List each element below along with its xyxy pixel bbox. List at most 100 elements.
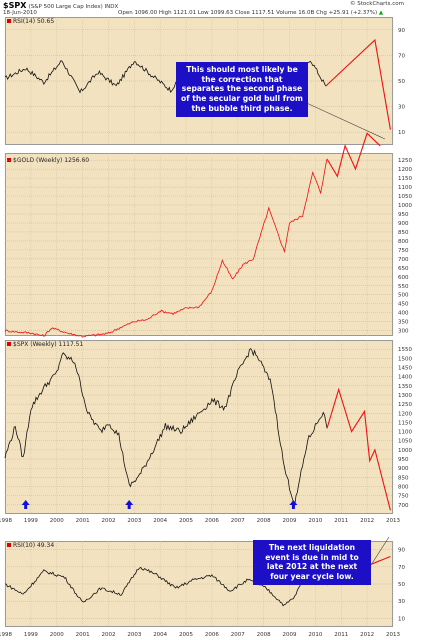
gold-y-tick-label: 600 [398,275,409,281]
spx-label: $SPX (Weekly) 1117.51 [7,341,83,348]
spx-y-tick-label: 1250 [398,402,412,408]
gold-y-tick-label: 450 [398,302,409,308]
gold-y-tick-label: 900 [398,221,409,227]
spx-y-tick-label: 850 [398,475,409,481]
x-axis-tick-label: 2007 [230,632,245,638]
symbol-description: (S&P 500 Large Cap Index) INDX [28,4,119,10]
top-annotation: This should most likely be the correctio… [176,62,308,117]
x-axis-tick-label: 2006 [204,518,219,524]
gold-y-tick-label: 400 [398,311,409,317]
gold-y-tick-label: 1200 [398,167,412,173]
gold-y-tick-label: 300 [398,329,409,335]
x-axis-tick-label: 2005 [179,518,194,524]
gold-y-tick-label: 550 [398,284,409,290]
spx-series-line [4,348,328,507]
gold-label-text: $GOLD (Weekly) 1256.60 [13,157,90,164]
gold-y-tick-label: 1250 [398,158,412,164]
bottom-annotation-pointer [370,536,390,566]
gold-y-tick-label: 500 [398,293,409,299]
spx-panel [5,340,393,514]
quote-text: Open 1096.00 High 1121.01 Low 1099.63 Cl… [118,10,378,16]
rsi-top-y-tick-label: 30 [398,105,405,111]
legend-swatch-icon [7,19,11,23]
spx-y-tick-label: 1350 [398,384,412,390]
x-axis-tick-label: 2007 [230,518,245,524]
x-axis-tick-label: 2000 [49,632,64,638]
x-axis-tick-label: 2010 [308,632,323,638]
x-axis-tick-label: 2010 [308,518,323,524]
gold-series-line [4,158,328,338]
spx-y-tick-label: 900 [398,466,409,472]
top-annotation-pointer [299,99,386,140]
spx-y-tick-label: 1550 [398,347,412,353]
x-axis-tick-label: 2002 [101,632,116,638]
x-axis-tick-label: 2009 [282,518,297,524]
gold-y-tick-label: 1150 [398,176,412,182]
source-credit: © StockCharts.com [350,1,404,7]
gold-y-tick-label: 750 [398,248,409,254]
legend-swatch-icon [7,342,11,346]
gold-y-tick-label: 850 [398,230,409,236]
x-axis-tick-label: 2004 [153,632,168,638]
x-axis-tick-label: 2013 [386,518,400,524]
gold-y-tick-label: 1000 [398,203,412,209]
rsi-bottom-y-tick-label: 70 [398,565,405,571]
rsi-top-y-tick-label: 50 [398,79,405,85]
gold-projection-line [326,132,381,178]
rsi-bottom-y-tick-label: 50 [398,582,405,588]
gold-y-tick-label: 350 [398,320,409,326]
rsi-top-projection-line [325,38,391,130]
rsi-top-label-text: RSI(14) 50.65 [13,18,55,25]
spx-y-tick-label: 950 [398,457,409,463]
up-arrow-icon: ▲ [378,10,384,16]
rsi-bottom-y-tick-label: 90 [398,548,405,554]
x-axis-tick-label: 2011 [334,518,349,524]
gold-panel [5,153,393,336]
x-axis-tick-label: 2011 [334,632,349,638]
spx-y-tick-label: 1500 [398,356,412,362]
spx-label-text: $SPX (Weekly) 1117.51 [13,341,84,348]
x-axis-tick-label: 2008 [256,518,271,524]
x-axis-tick-label: 1999 [23,632,38,638]
x-axis-tick-label: 2001 [75,518,90,524]
spx-y-tick-label: 750 [398,494,409,500]
rsi-bottom-label: RSI(10) 49.34 [7,542,54,549]
spx-y-tick-label: 1100 [398,430,412,436]
x-axis-tick-label: 2012 [360,518,375,524]
gold-y-tick-label: 950 [398,212,409,218]
gold-y-tick-label: 800 [398,239,409,245]
gold-y-tick-label: 650 [398,266,409,272]
rsi-bottom-y-tick-label: 10 [398,616,405,622]
quote-line: Open 1096.00 High 1121.01 Low 1099.63 Cl… [118,10,383,16]
legend-swatch-icon [7,543,11,547]
rsi-top-y-tick-label: 90 [398,28,405,34]
spx-y-tick-label: 700 [398,503,409,509]
spx-projection-line [326,387,391,511]
spx-y-tick-label: 1300 [398,393,412,399]
spx-y-tick-label: 1150 [398,420,412,426]
x-axis-tick-label: 2000 [49,518,64,524]
cycle-low-arrow-icon [125,500,134,509]
rsi-top-y-tick-label: 70 [398,53,405,59]
cycle-low-arrow-icon [289,500,298,509]
bottom-annotation: The next liquidation event is due in mid… [253,540,371,585]
x-axis-tick-label: 2003 [127,518,142,524]
gold-y-tick-label: 700 [398,257,409,263]
x-axis-tick-label: 2013 [386,632,400,638]
rsi-top-label: RSI(14) 50.65 [7,18,54,25]
spx-y-tick-label: 1050 [398,439,412,445]
symbol: $SPX [3,1,27,10]
x-axis-tick-label: 1999 [23,518,38,524]
rsi-bottom-series-line [4,566,328,607]
x-axis-tick-label: 2003 [127,632,142,638]
spx-y-tick-label: 800 [398,485,409,491]
x-axis-tick-label: 2006 [204,632,219,638]
cycle-low-arrow-icon [21,500,30,509]
rsi-top-y-tick-label: 10 [398,130,405,136]
spx-y-tick-label: 1450 [398,365,412,371]
gold-y-tick-label: 1050 [398,194,412,200]
x-axis-tick-label: 2005 [179,632,194,638]
rsi-bottom-label-text: RSI(10) 49.34 [13,542,55,549]
gold-y-tick-label: 1100 [398,185,412,191]
